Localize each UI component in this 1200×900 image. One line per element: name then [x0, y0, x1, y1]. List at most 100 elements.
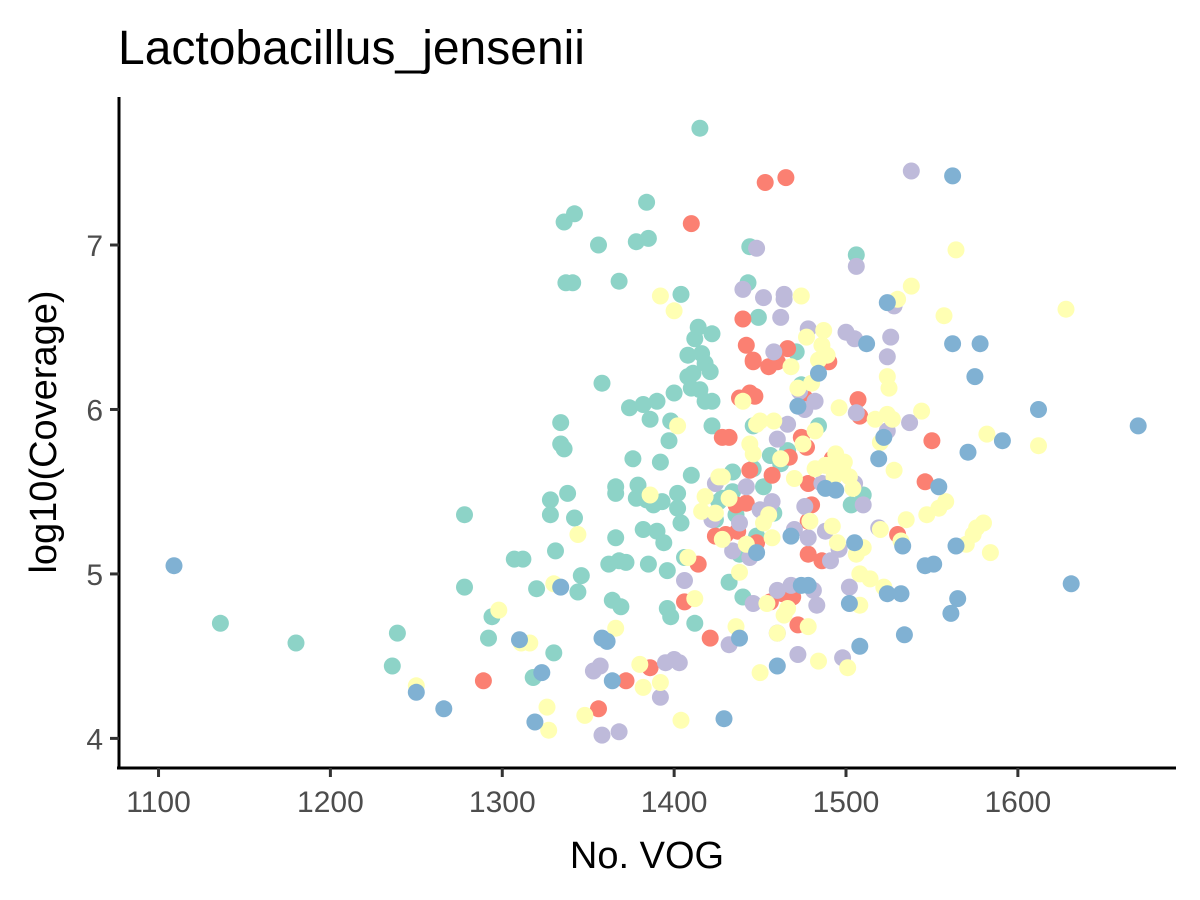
data-point — [593, 374, 611, 392]
data-point — [944, 335, 962, 353]
data-point — [794, 435, 812, 453]
data-point — [818, 346, 836, 364]
data-point — [591, 657, 609, 675]
data-point — [902, 277, 920, 295]
data-point — [651, 287, 669, 305]
y-axis-label: log10(Coverage) — [23, 290, 65, 573]
data-point — [792, 287, 810, 305]
data-point — [840, 595, 858, 612]
data-point — [749, 308, 767, 326]
data-point — [660, 432, 678, 450]
data-point — [669, 484, 687, 502]
data-point — [835, 453, 853, 471]
data-point — [456, 578, 473, 596]
data-point — [696, 488, 714, 506]
data-point — [768, 624, 786, 642]
data-point — [287, 634, 305, 652]
data-point — [930, 478, 948, 496]
data-point — [669, 499, 687, 517]
data-point — [799, 576, 817, 594]
data-point — [689, 318, 707, 336]
data-point — [541, 491, 559, 509]
data-point — [651, 688, 669, 706]
data-point — [839, 659, 857, 677]
data-point — [679, 549, 697, 566]
data-point — [552, 578, 570, 596]
data-point — [847, 257, 865, 275]
data-point — [775, 290, 793, 308]
data-point — [576, 706, 594, 724]
data-point — [490, 601, 508, 619]
data-point — [731, 514, 748, 532]
data-point — [603, 672, 621, 690]
data-point — [624, 450, 642, 468]
data-point — [564, 274, 582, 292]
data-point — [684, 364, 702, 382]
data-point — [559, 484, 577, 502]
data-point — [760, 506, 778, 524]
data-point — [541, 506, 559, 524]
data-point — [701, 629, 719, 647]
points-layer — [165, 119, 1147, 744]
data-point — [894, 537, 912, 555]
x-tick-label: 1500 — [813, 786, 880, 819]
data-point — [572, 567, 590, 585]
y-tick-label: 7 — [86, 230, 103, 263]
data-point — [629, 476, 647, 494]
x-tick-label: 1300 — [469, 786, 536, 819]
data-point — [679, 346, 697, 364]
data-point — [782, 527, 800, 545]
x-tick-label: 1400 — [641, 786, 708, 819]
data-point — [555, 440, 573, 458]
data-point — [701, 363, 719, 381]
data-point — [840, 578, 858, 596]
data-point — [703, 325, 721, 343]
data-point — [676, 572, 693, 589]
data-point — [765, 412, 783, 430]
data-point — [734, 392, 752, 410]
data-point — [724, 542, 742, 560]
data-point — [1030, 401, 1047, 418]
data-point — [720, 428, 738, 446]
data-point — [789, 397, 807, 415]
data-point — [851, 637, 869, 655]
x-tick-label: 1600 — [985, 786, 1052, 819]
data-point — [734, 280, 752, 298]
data-point — [785, 470, 803, 487]
data-point — [407, 683, 425, 701]
data-point — [590, 700, 607, 718]
y-tick-label: 6 — [86, 394, 103, 427]
data-point — [658, 562, 676, 580]
data-point — [981, 544, 999, 562]
data-point — [901, 414, 919, 432]
ticks-layer: 1100 1200 1300 1400 1500 1600 4 5 6 7 — [86, 230, 1051, 819]
y-tick-label: 5 — [86, 559, 103, 592]
data-point — [772, 308, 790, 326]
data-point — [383, 657, 401, 675]
data-point — [815, 322, 833, 339]
data-point — [607, 529, 625, 547]
y-tick-label: 4 — [86, 723, 103, 756]
data-point — [858, 335, 876, 353]
data-point — [748, 544, 766, 562]
data-point — [610, 272, 628, 290]
data-point — [830, 399, 848, 417]
data-point — [782, 358, 800, 376]
data-point — [590, 236, 607, 254]
data-point — [768, 657, 786, 675]
data-point — [765, 343, 783, 361]
data-point — [706, 504, 724, 522]
data-point — [1057, 300, 1075, 318]
data-point — [651, 674, 669, 691]
data-point — [993, 432, 1011, 450]
data-point — [547, 542, 564, 560]
data-point — [744, 595, 762, 612]
data-point — [639, 229, 657, 247]
data-point — [849, 391, 867, 409]
data-point — [810, 652, 827, 670]
data-point — [737, 478, 755, 496]
data-point — [713, 468, 731, 486]
series-3 — [584, 162, 920, 744]
data-point — [756, 174, 774, 191]
data-point — [949, 590, 967, 608]
